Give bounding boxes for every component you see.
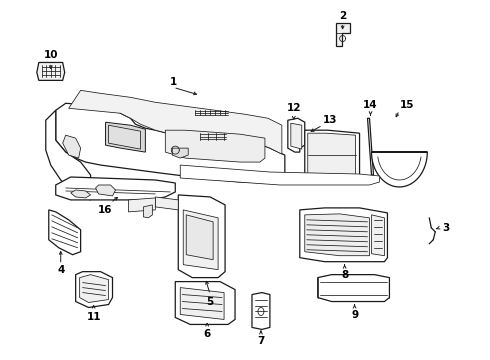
Text: 5: 5 [206,297,214,306]
Polygon shape [144,205,152,218]
Text: 7: 7 [257,336,265,346]
Text: 14: 14 [363,100,378,110]
Polygon shape [56,103,285,183]
Polygon shape [69,90,282,154]
Polygon shape [37,62,65,80]
Polygon shape [105,122,146,152]
Polygon shape [288,118,305,152]
Text: 1: 1 [170,77,177,87]
Polygon shape [371,215,385,256]
Text: 13: 13 [322,115,337,125]
Polygon shape [80,275,108,302]
Text: 8: 8 [341,270,348,280]
Polygon shape [336,23,349,45]
Polygon shape [71,190,91,198]
Polygon shape [368,118,373,175]
Text: 2: 2 [339,11,346,21]
Polygon shape [308,133,356,177]
Polygon shape [180,288,224,319]
Polygon shape [128,198,155,212]
Text: 15: 15 [400,100,415,110]
Text: 6: 6 [203,329,211,339]
Polygon shape [165,130,265,162]
Polygon shape [63,135,81,158]
Polygon shape [49,210,81,255]
Text: 4: 4 [57,265,64,275]
Polygon shape [172,148,188,158]
Polygon shape [155,197,178,210]
Polygon shape [96,185,116,196]
Polygon shape [300,208,388,262]
Polygon shape [108,125,141,149]
Polygon shape [371,152,427,187]
Text: 12: 12 [287,103,301,113]
Polygon shape [318,275,390,302]
Polygon shape [183,210,218,270]
Text: 10: 10 [44,50,58,60]
Polygon shape [180,165,379,185]
Text: 16: 16 [98,205,113,215]
Polygon shape [252,293,270,329]
Polygon shape [305,214,369,256]
Text: 3: 3 [442,223,450,233]
Polygon shape [186,215,213,260]
Polygon shape [175,282,235,324]
Polygon shape [46,110,91,200]
Polygon shape [178,195,225,278]
Polygon shape [56,177,175,200]
Polygon shape [291,123,302,149]
Text: 11: 11 [86,312,101,323]
Polygon shape [305,130,360,178]
Text: 9: 9 [351,310,358,320]
Polygon shape [75,272,113,307]
